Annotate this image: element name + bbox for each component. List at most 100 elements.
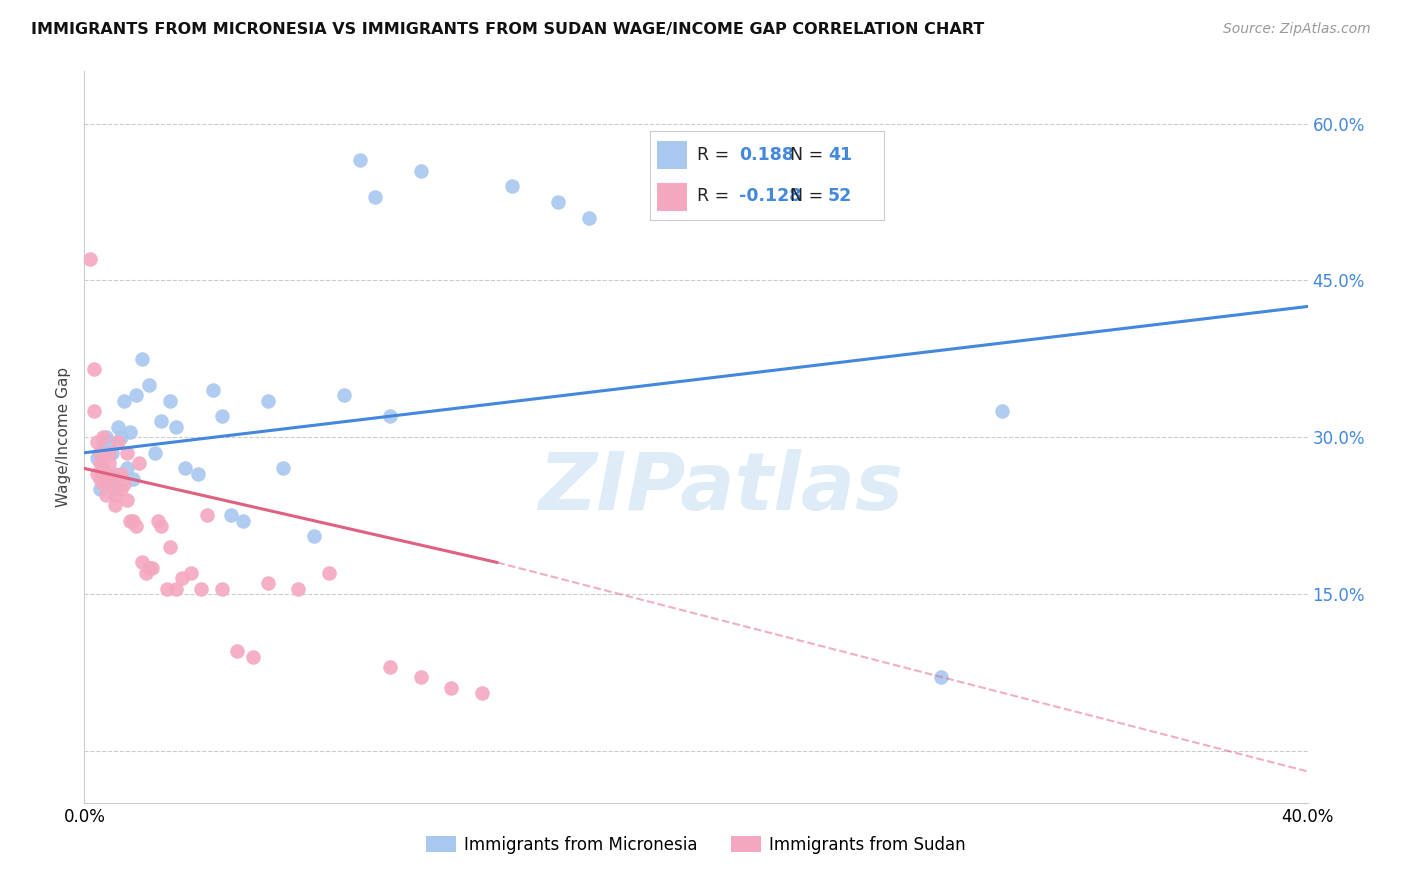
Point xyxy=(135,566,157,580)
Text: 52: 52 xyxy=(828,187,852,205)
Point xyxy=(94,430,117,444)
Point xyxy=(380,409,402,424)
Point xyxy=(89,446,111,460)
Point xyxy=(302,529,325,543)
Point xyxy=(440,681,463,695)
Point xyxy=(89,483,111,497)
Point xyxy=(112,477,135,491)
Point xyxy=(143,446,166,460)
Text: N =: N = xyxy=(790,146,830,164)
Point xyxy=(138,560,160,574)
Point xyxy=(86,450,108,465)
Point xyxy=(131,556,153,570)
Point xyxy=(104,498,127,512)
Point xyxy=(226,644,249,658)
Point xyxy=(318,566,340,580)
Point xyxy=(146,514,169,528)
Point xyxy=(174,461,197,475)
Point xyxy=(991,404,1014,418)
Point xyxy=(91,430,114,444)
Point xyxy=(97,435,120,450)
Point xyxy=(115,461,138,475)
Point xyxy=(120,425,142,439)
Point xyxy=(172,571,194,585)
Point xyxy=(141,560,163,574)
Legend: Immigrants from Micronesia, Immigrants from Sudan: Immigrants from Micronesia, Immigrants f… xyxy=(419,829,973,860)
Point xyxy=(578,211,600,225)
Point xyxy=(122,472,145,486)
Point xyxy=(409,163,432,178)
Point xyxy=(115,446,138,460)
Text: 41: 41 xyxy=(828,146,852,164)
Point xyxy=(211,582,233,596)
Point xyxy=(86,435,108,450)
Text: R =: R = xyxy=(696,146,734,164)
Point xyxy=(107,419,129,434)
Point xyxy=(471,686,494,700)
Point xyxy=(101,477,124,491)
Point xyxy=(211,409,233,424)
Point xyxy=(89,456,111,470)
Point xyxy=(97,456,120,470)
Y-axis label: Wage/Income Gap: Wage/Income Gap xyxy=(56,367,72,508)
Point xyxy=(159,540,181,554)
Point xyxy=(122,514,145,528)
Point xyxy=(120,514,142,528)
Point xyxy=(131,351,153,366)
Point xyxy=(502,179,524,194)
Text: ZIPatlas: ZIPatlas xyxy=(538,450,903,527)
Point xyxy=(219,508,242,523)
Point xyxy=(125,519,148,533)
Point xyxy=(201,383,224,397)
Point xyxy=(232,514,254,528)
Point xyxy=(165,582,187,596)
Point xyxy=(149,414,172,428)
Point xyxy=(91,477,114,491)
Point xyxy=(156,582,179,596)
Point xyxy=(101,467,124,481)
Point xyxy=(180,566,202,580)
Text: -0.128: -0.128 xyxy=(738,187,801,205)
Text: Source: ZipAtlas.com: Source: ZipAtlas.com xyxy=(1223,22,1371,37)
Text: 0.188: 0.188 xyxy=(738,146,794,164)
Point xyxy=(149,519,172,533)
Point xyxy=(91,435,114,450)
Point xyxy=(349,153,371,168)
Point xyxy=(287,582,309,596)
Point xyxy=(333,388,356,402)
Point xyxy=(94,487,117,501)
Point xyxy=(104,483,127,497)
Point xyxy=(104,467,127,481)
Point xyxy=(125,388,148,402)
Bar xyxy=(657,141,688,169)
Point xyxy=(89,472,111,486)
Point xyxy=(257,393,280,408)
Text: R =: R = xyxy=(696,187,734,205)
Point xyxy=(165,419,187,434)
Point xyxy=(91,461,114,475)
Text: N =: N = xyxy=(790,187,830,205)
Point xyxy=(159,393,181,408)
Point xyxy=(186,467,208,481)
Point xyxy=(94,472,117,486)
Point xyxy=(110,483,132,497)
Point xyxy=(83,362,105,376)
Point xyxy=(97,446,120,460)
Point xyxy=(409,670,432,684)
Point xyxy=(380,660,402,674)
Point xyxy=(107,435,129,450)
Point xyxy=(257,576,280,591)
Point xyxy=(128,456,150,470)
Point xyxy=(115,492,138,507)
Point xyxy=(195,508,218,523)
Point xyxy=(83,404,105,418)
Point xyxy=(242,649,264,664)
Point xyxy=(101,446,124,460)
Point xyxy=(929,670,952,684)
Bar xyxy=(657,183,688,211)
Point xyxy=(112,393,135,408)
Point xyxy=(79,252,101,267)
Text: IMMIGRANTS FROM MICRONESIA VS IMMIGRANTS FROM SUDAN WAGE/INCOME GAP CORRELATION : IMMIGRANTS FROM MICRONESIA VS IMMIGRANTS… xyxy=(31,22,984,37)
Point xyxy=(110,467,132,481)
Point xyxy=(94,467,117,481)
